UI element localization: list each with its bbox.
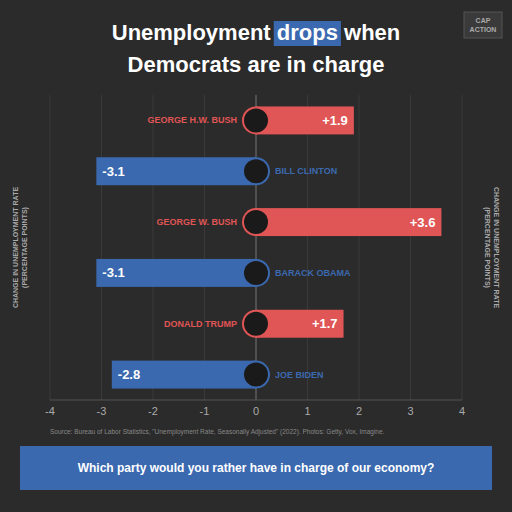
bar [96, 259, 256, 287]
photo-placeholder [244, 261, 268, 285]
title-highlight [274, 21, 341, 46]
photo-placeholder [244, 210, 268, 234]
bar [256, 208, 441, 236]
photo-ring [242, 310, 270, 338]
logo-line: CAP [476, 17, 491, 24]
x-axis [50, 400, 462, 401]
photo-ring [242, 259, 270, 287]
tick-label: -3 [97, 405, 107, 417]
category-label: GEORGE W. BUSH [156, 217, 237, 227]
grid-line [359, 95, 360, 400]
category-label: DONALD TRUMP [164, 319, 237, 329]
category-label: GEORGE H.W. BUSH [147, 115, 237, 125]
bar [96, 157, 256, 185]
photo-placeholder [244, 108, 268, 132]
data-label: +3.6 [410, 215, 436, 230]
category-label: JOE BIDEN [275, 370, 324, 380]
grid-line [204, 95, 205, 400]
data-label: +1.7 [312, 316, 338, 331]
title: drops [277, 20, 338, 45]
title: when [338, 20, 400, 45]
grid-line [256, 95, 257, 400]
tick-label: -4 [45, 405, 55, 417]
grid-line [50, 95, 51, 400]
category-label: BILL CLINTON [275, 166, 337, 176]
logo: CAP ACTION [470, 17, 497, 33]
subtitle: Democrats are in charge [128, 52, 385, 77]
data-label: +1.9 [322, 113, 348, 128]
axis-label: CHANGE IN UNEMPLOYMENT RATE(PERCENTAGE P… [12, 187, 29, 309]
axis-label: CHANGE IN UNEMPLOYMENT RATE(PERCENTAGE P… [483, 187, 500, 309]
data-label: -3.1 [102, 164, 124, 179]
grid-line [307, 95, 308, 400]
logo-box [464, 12, 502, 38]
tick-label: -1 [200, 405, 210, 417]
grid-line [462, 95, 463, 400]
bar [256, 106, 354, 134]
grid-line [101, 95, 102, 400]
grid-line [410, 95, 411, 400]
page: {"chart_data": {"type": "bar", "orientat… [0, 0, 512, 512]
footer: Which party would you rather have in cha… [78, 461, 435, 475]
photo-ring [242, 208, 270, 236]
chart: Unemployment drops when Democrats are in … [0, 0, 512, 512]
footer-box [20, 446, 492, 490]
tick-label: 4 [459, 405, 465, 417]
photo-placeholder [244, 363, 268, 387]
axis-label-line: (PERCENTAGE POINTS) [483, 207, 491, 288]
tick-label: 2 [356, 405, 362, 417]
photo-placeholder [244, 159, 268, 183]
category-label: BARACK OBAMA [275, 268, 351, 278]
tick-label: 0 [253, 405, 259, 417]
photo-ring [242, 157, 270, 185]
tick-label: 3 [407, 405, 413, 417]
photo-ring [242, 361, 270, 389]
logo-line: ACTION [470, 26, 497, 33]
axis-label-line: CHANGE IN UNEMPLOYMENT RATE [12, 187, 19, 309]
tick-label: -2 [148, 405, 158, 417]
axis-label-line: (PERCENTAGE POINTS) [21, 207, 29, 288]
photo-placeholder [244, 312, 268, 336]
tick-label: 1 [304, 405, 310, 417]
background [0, 0, 512, 512]
axis-label-line: CHANGE IN UNEMPLOYMENT RATE [493, 187, 500, 309]
bar [112, 361, 256, 389]
data-label: -2.8 [118, 367, 140, 382]
photo-ring [242, 106, 270, 134]
bars [96, 106, 441, 388]
data-label: -3.1 [102, 265, 124, 280]
source: Source: Bureau of Labor Statistics, "Une… [50, 428, 385, 436]
grid-line [153, 95, 154, 400]
title: Unemployment [112, 20, 277, 45]
